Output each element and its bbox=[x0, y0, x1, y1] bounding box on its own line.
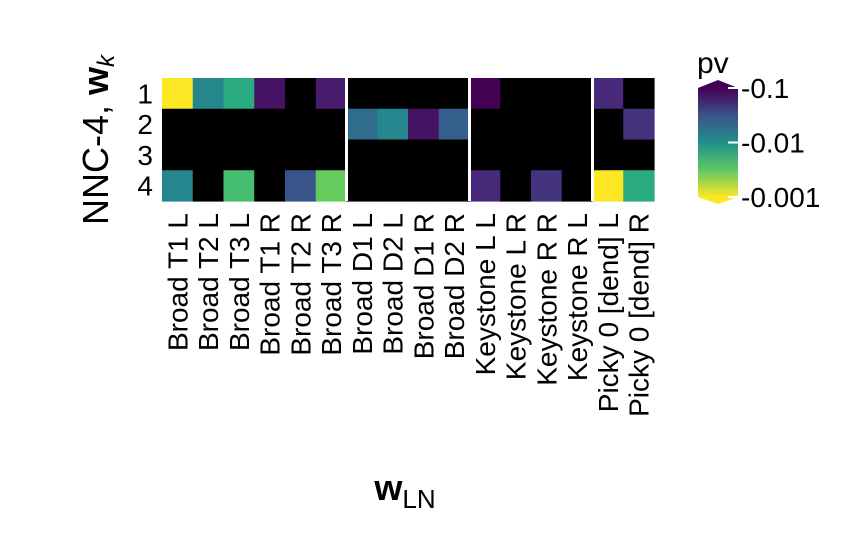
heatmap-cell bbox=[192, 108, 225, 141]
heatmap-cell bbox=[315, 108, 348, 141]
heatmap-cell bbox=[500, 78, 532, 110]
legend-tick-label: -0.01 bbox=[741, 128, 805, 159]
heatmap-cell bbox=[438, 139, 471, 171]
heatmap-cell bbox=[592, 78, 624, 110]
heatmap-cell bbox=[285, 139, 317, 171]
heatmap-cell bbox=[592, 170, 624, 202]
x-tick-label: Picky 0 [dend] L bbox=[593, 213, 624, 412]
heatmap-cell bbox=[623, 108, 655, 141]
heatmap-cell bbox=[469, 139, 501, 171]
x-tick-label: Keystone L L bbox=[470, 213, 501, 375]
x-tick-label: Broad D2 R bbox=[439, 213, 470, 359]
x-tick-label: Broad T1 L bbox=[162, 213, 193, 351]
heatmap-cell bbox=[500, 108, 532, 141]
heatmap-cell bbox=[408, 108, 440, 141]
legend-arrow-bottom bbox=[698, 197, 738, 204]
heatmap-cell bbox=[223, 139, 255, 171]
heatmap-cell bbox=[561, 108, 594, 141]
heatmap-cell bbox=[561, 139, 594, 171]
heatmap-cell bbox=[531, 170, 563, 202]
heatmap-cell bbox=[223, 108, 255, 141]
heatmap-cell bbox=[377, 170, 409, 202]
heatmap-cell bbox=[469, 108, 501, 141]
heatmap-cell bbox=[408, 139, 440, 171]
heatmap-cell bbox=[561, 78, 594, 110]
heatmap-cell bbox=[592, 108, 624, 141]
x-tick-label: Broad T3 R bbox=[316, 213, 347, 356]
heatmap-cell bbox=[531, 139, 563, 171]
heatmap-cell bbox=[285, 108, 317, 141]
y-tick-label: 1 bbox=[137, 78, 153, 109]
x-tick-label: Picky 0 [dend] R bbox=[624, 213, 655, 417]
heatmap-cell bbox=[438, 108, 471, 141]
heatmap-cell bbox=[223, 78, 255, 110]
heatmap-cell bbox=[531, 108, 563, 141]
heatmap-cells bbox=[162, 78, 655, 202]
y-tick-label: 4 bbox=[137, 171, 153, 202]
heatmap-cell bbox=[377, 139, 409, 171]
y-tick-label: 2 bbox=[137, 109, 153, 140]
heatmap-cell bbox=[192, 170, 225, 202]
heatmap-cell bbox=[592, 139, 624, 171]
x-tick-labels: Broad T1 L Broad T2 L Broad T3 L Broad T1 R… bbox=[162, 213, 654, 417]
legend-arrow-top bbox=[698, 80, 738, 88]
heatmap-cell bbox=[162, 108, 194, 141]
heatmap-cell bbox=[346, 78, 378, 110]
x-tick-label: Broad T2 R bbox=[285, 213, 316, 356]
x-tick-label: Broad D1 R bbox=[408, 213, 439, 359]
x-tick-label: Keystone R L bbox=[562, 213, 593, 381]
heatmap-cell bbox=[469, 170, 501, 202]
heatmap-cell bbox=[408, 78, 440, 110]
heatmap-cell bbox=[254, 170, 286, 202]
heatmap-cell bbox=[346, 170, 378, 202]
heatmap-cell bbox=[162, 170, 194, 202]
x-tick-label: Keystone L R bbox=[501, 213, 532, 380]
heatmap-cell bbox=[346, 139, 378, 171]
heatmap-cell bbox=[315, 139, 348, 171]
heatmap-cell bbox=[315, 170, 348, 202]
x-tick-label: Broad D2 L bbox=[378, 213, 409, 355]
heatmap-cell bbox=[469, 78, 501, 110]
x-tick-label: Broad T1 R bbox=[255, 213, 286, 356]
legend-tick-label: -0.001 bbox=[741, 182, 820, 213]
heatmap-cell bbox=[315, 78, 348, 110]
legend-tick-label: -0.1 bbox=[741, 73, 789, 104]
heatmap-cell bbox=[254, 78, 286, 110]
heatmap-cell bbox=[223, 170, 255, 202]
x-tick-label: Broad D1 L bbox=[347, 213, 378, 355]
x-tick-label: Broad T3 L bbox=[224, 213, 255, 351]
heatmap-cell bbox=[162, 78, 194, 110]
heatmap-cell bbox=[346, 108, 378, 141]
heatmap-cell bbox=[377, 108, 409, 141]
heatmap-cell bbox=[500, 139, 532, 171]
heatmap-cell bbox=[254, 139, 286, 171]
y-axis-label: NNC-4, wk bbox=[75, 53, 120, 225]
x-tick-label: Broad T2 L bbox=[193, 213, 224, 351]
x-axis-label: wLN bbox=[373, 467, 435, 514]
heatmap-cell bbox=[623, 170, 655, 202]
colorbar-legend: pv -0.1 -0.01 -0.001 bbox=[697, 47, 820, 213]
heatmap-cell bbox=[531, 78, 563, 110]
heatmap-cell bbox=[500, 170, 532, 202]
heatmap-cell bbox=[285, 170, 317, 202]
legend-title: pv bbox=[697, 47, 729, 80]
group-separators bbox=[345, 78, 594, 201]
legend-ticks: -0.1 -0.01 -0.001 bbox=[728, 73, 820, 213]
heatmap-cell bbox=[162, 139, 194, 171]
x-tick-label: Keystone R R bbox=[531, 213, 562, 386]
heatmap-cell bbox=[561, 170, 594, 202]
heatmap-cell bbox=[254, 108, 286, 141]
y-tick-label: 3 bbox=[137, 140, 153, 171]
heatmap-cell bbox=[408, 170, 440, 202]
heatmap-cell bbox=[377, 78, 409, 110]
heatmap-cell bbox=[192, 78, 225, 110]
heatmap-cell bbox=[438, 170, 471, 202]
heatmap-cell bbox=[192, 139, 225, 171]
heatmap-cell bbox=[438, 78, 471, 110]
heatmap-cell bbox=[623, 139, 655, 171]
heatmap-cell bbox=[623, 78, 655, 110]
heatmap-cell bbox=[285, 78, 317, 110]
